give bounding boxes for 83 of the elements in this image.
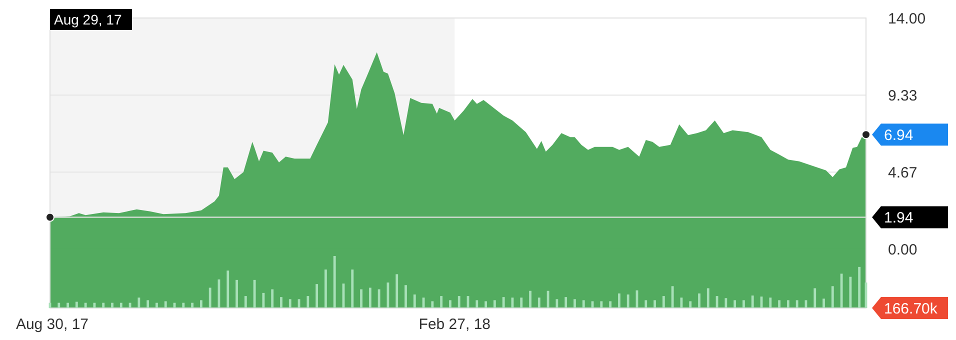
bar [236,280,238,308]
bar [778,300,780,308]
y-tick-label: 9.33 [888,87,918,104]
ref-line-label: 1.94 [884,210,914,227]
bar [306,296,310,308]
bar [582,300,585,308]
bar [440,296,443,308]
bar [280,297,282,308]
bar [449,300,452,308]
bar [156,302,158,308]
bar [146,300,150,308]
x-tick-label: Aug 30, 17 [16,316,89,333]
bar [404,285,407,308]
bar [182,302,185,308]
bar [396,274,398,308]
bar [502,297,505,308]
bar [698,293,700,308]
bar [822,298,825,308]
bar [75,302,78,308]
bar [378,289,380,308]
bar [858,266,861,308]
bar [288,299,292,308]
bar [689,301,692,308]
bar [814,288,816,308]
bar [662,296,665,308]
y-tick-label: 4.67 [888,164,918,182]
bar [706,288,710,308]
bar [360,289,362,308]
bar [618,293,620,308]
annotation: Aug 29, 17 [54,11,122,28]
bar [66,302,69,308]
bar [324,270,327,308]
bar [58,302,60,308]
bar [120,302,122,308]
text: 166.70k [884,300,938,318]
bar [769,298,772,308]
bar [413,294,416,308]
bar [574,299,576,308]
bar [644,300,648,308]
bar [138,298,140,308]
bar [368,288,372,308]
bar [164,301,167,308]
bar [458,296,460,308]
bar [84,302,87,308]
bar [253,280,256,308]
bar [600,301,603,308]
bar [493,300,496,308]
x-tick-label: Feb 27, 18 [418,316,491,333]
bar [538,298,540,308]
bar [742,300,745,308]
bar [200,300,202,308]
bar [831,286,834,308]
bar [316,284,318,308]
bar [849,276,852,308]
bar [244,296,247,308]
bar [626,294,630,308]
bar [564,297,568,308]
bar [226,270,230,308]
bar [111,302,114,308]
bar [751,296,754,308]
bar [351,270,354,308]
bar [529,290,532,308]
bar [262,292,265,308]
bar [191,302,194,308]
bar [431,301,434,308]
bar [484,301,487,308]
bar [520,298,523,308]
bar [208,288,212,308]
bar [671,286,674,308]
bar [724,298,728,308]
bar [654,300,656,308]
bar [333,256,336,308]
data-label: 6.94 [884,126,914,144]
bar [609,301,612,308]
bar [796,300,798,308]
bar [734,300,736,308]
y-tick-label: 0.00 [888,242,918,259]
bar [102,302,105,308]
bar [786,300,790,308]
y-tick-label: 14.00 [888,10,926,28]
bar [271,289,274,308]
bar [556,299,558,308]
bar [476,300,478,308]
